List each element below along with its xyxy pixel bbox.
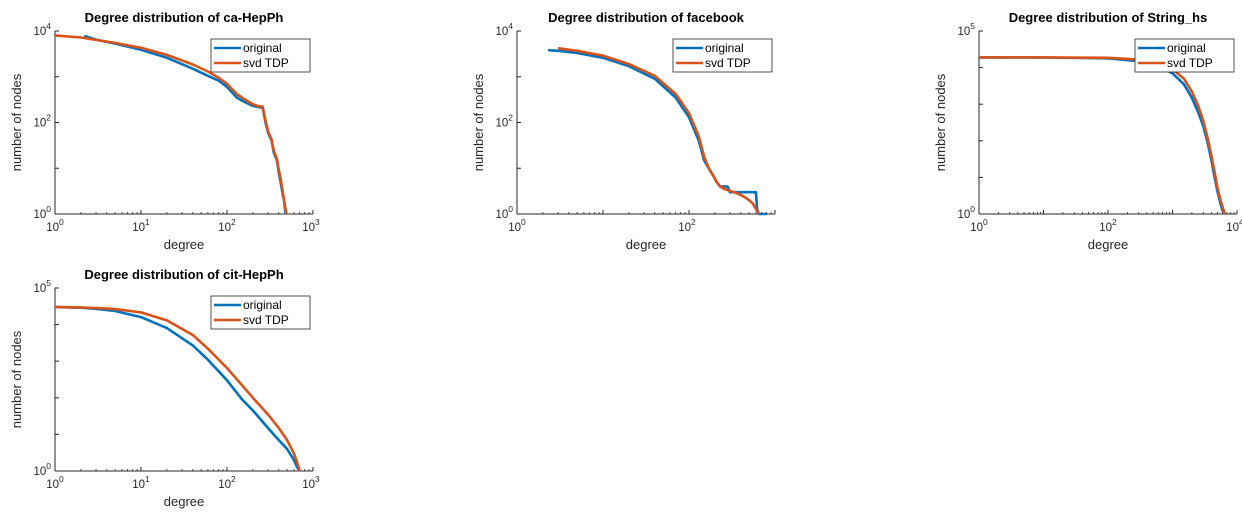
x-tick-label: 104	[1226, 217, 1242, 234]
y-axis-label: number of nodes	[933, 73, 948, 171]
legend-label: original	[243, 41, 282, 55]
series-line-original	[54, 305, 301, 472]
legend-label: original	[1167, 41, 1206, 55]
legend-label: original	[243, 298, 282, 312]
x-tick-label: 101	[132, 217, 150, 234]
chart-title: Degree distribution of facebook	[548, 10, 745, 25]
x-tick-label: 103	[302, 217, 320, 234]
x-tick-label: 100	[46, 217, 64, 234]
x-tick-label: 103	[302, 474, 320, 491]
y-tick-label: 100	[957, 204, 975, 221]
y-tick-label: 104	[33, 21, 51, 38]
x-axis-label: degree	[626, 237, 666, 252]
series-line-svd-tdp	[979, 56, 1227, 215]
legend-label: svd TDP	[705, 56, 751, 70]
y-axis-label: number of nodes	[9, 330, 24, 428]
series-line-svd-tdp	[54, 305, 301, 472]
y-tick-label: 102	[495, 113, 513, 130]
y-tick-label: 102	[33, 113, 51, 130]
x-axis-label: degree	[164, 494, 204, 509]
chart-3: 100 102 104 100 105 Degree distribution of St…	[933, 10, 1242, 252]
legend-box	[210, 38, 311, 73]
series-line-svd-tdp	[557, 46, 761, 215]
chart-4: 100 101 102 103 100 105 Degree distribution of…	[9, 267, 320, 509]
x-tick-label: 102	[218, 217, 236, 234]
x-axis-label: degree	[1088, 237, 1128, 252]
chart-2: 100 102 100 102 104 Degree distribution of fa…	[471, 10, 776, 252]
y-tick-label: 105	[957, 21, 975, 38]
legend-label: svd TDP	[243, 56, 289, 70]
series-line-svd-tdp	[54, 34, 288, 215]
chart-1: 100 101 102 103 100 102 104 Degree distribution…	[9, 10, 320, 252]
x-tick-label: 101	[132, 474, 150, 491]
y-axis-label: number of nodes	[9, 73, 24, 171]
x-axis-label: degree	[164, 237, 204, 252]
y-tick-label: 100	[33, 204, 51, 221]
legend-label: svd TDP	[1167, 56, 1213, 70]
chart-title: Degree distribution of ca-HepPh	[85, 10, 284, 25]
y-tick-label: 100	[33, 461, 51, 478]
legend-box	[672, 38, 773, 73]
x-tick-label: 100	[970, 217, 988, 234]
x-tick-label: 100	[508, 217, 526, 234]
chart-title: Degree distribution of cit-HepPh	[84, 267, 283, 282]
x-tick-label: 100	[46, 474, 64, 491]
y-tick-label: 104	[495, 21, 513, 38]
y-tick-label: 100	[495, 204, 513, 221]
x-tick-label: 102	[218, 474, 236, 491]
chart-title: Degree distribution of String_hs	[1009, 10, 1208, 25]
x-tick-label: 102	[1099, 217, 1117, 234]
legend-label: svd TDP	[243, 313, 289, 327]
legend-box	[1134, 38, 1235, 73]
legend-label: original	[705, 41, 744, 55]
y-tick-label: 105	[33, 278, 51, 295]
y-axis-label: number of nodes	[471, 73, 486, 171]
series-line-original	[978, 56, 1226, 215]
legend-box	[210, 295, 311, 330]
x-tick-label: 102	[678, 217, 696, 234]
series-line-original	[548, 48, 767, 216]
